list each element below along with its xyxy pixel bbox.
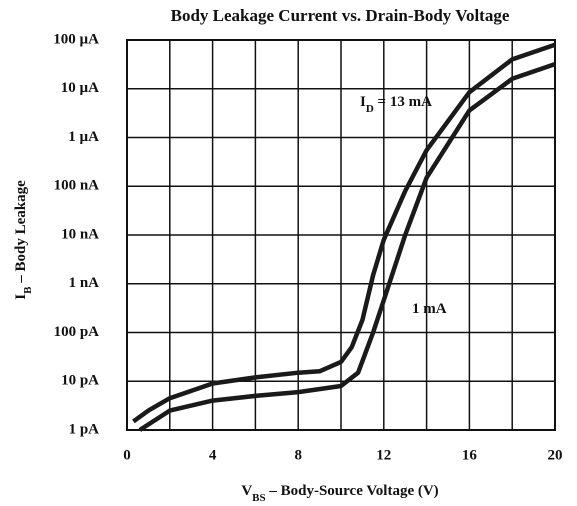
- label-part: = 13 mA: [374, 94, 432, 110]
- y-tick-label: 100 nA: [54, 178, 100, 194]
- y-tick-label: 10 µA: [61, 80, 99, 96]
- label-part: I: [13, 294, 29, 300]
- x-axis-label: VBS – Body-Source Voltage (V): [241, 483, 438, 503]
- chart-title: Body Leakage Current vs. Drain-Body Volt…: [171, 6, 510, 25]
- line-series: [132, 42, 556, 424]
- label-part: V: [241, 483, 252, 499]
- y-tick-label: 10 nA: [61, 226, 99, 242]
- y-tick-label: 1 pA: [69, 421, 100, 437]
- label-part: B: [22, 286, 34, 294]
- y-tick-label: 1 µA: [68, 129, 99, 145]
- label-part: – Body-Source Voltage (V): [266, 483, 439, 499]
- label: IB – Body Leakage: [13, 180, 33, 300]
- label: 1 mA: [412, 301, 447, 317]
- x-tick-label: 16: [462, 447, 478, 463]
- x-tick-label: 12: [376, 447, 391, 463]
- label-part: – Body Leakage: [13, 180, 29, 287]
- x-tick-label: 20: [548, 447, 563, 463]
- x-tick-label: 8: [294, 447, 302, 463]
- y-tick-label: 1 nA: [69, 275, 100, 291]
- label-part: I: [360, 94, 366, 110]
- line-series: [138, 61, 556, 432]
- label-part: 1 mA: [412, 301, 447, 317]
- x-tick-label: 0: [123, 447, 131, 463]
- plot-frame: [126, 39, 556, 431]
- label-part: BS: [252, 492, 265, 504]
- x-tick-label: 4: [209, 447, 217, 463]
- label-part: D: [366, 103, 374, 115]
- label: ID = 13 mA: [360, 94, 432, 114]
- y-tick-label: 100 pA: [54, 324, 100, 340]
- y-tick-label: 100 µA: [53, 31, 99, 47]
- y-tick-label: 10 pA: [61, 373, 99, 389]
